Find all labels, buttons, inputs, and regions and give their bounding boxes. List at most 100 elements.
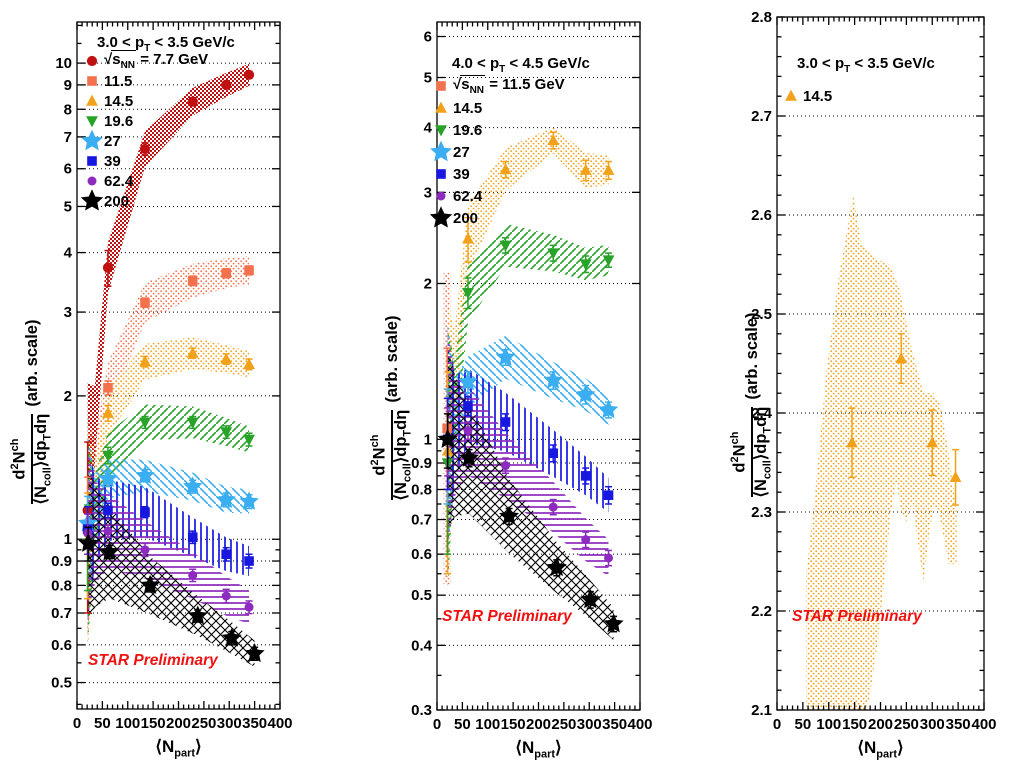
- svg-text:300: 300: [920, 716, 945, 733]
- legend-entry-62.4: 62.4: [80, 171, 208, 191]
- svg-text:2.7: 2.7: [751, 108, 772, 125]
- star-marker-icon: [80, 189, 104, 211]
- legend-entry-14.5: 14.5: [779, 85, 832, 107]
- svg-text:100: 100: [816, 716, 841, 733]
- svg-text:200: 200: [166, 715, 191, 732]
- panel-2-plot: 0 50 100 150 200 250 300 350 400 2.1 2.2 2.3 2.4 2.5 2…: [751, 9, 996, 733]
- svg-text:4: 4: [424, 120, 433, 137]
- series-200-points: [78, 526, 265, 663]
- legend-entry-19.6: 19.6: [429, 119, 565, 141]
- svg-text:5: 5: [424, 69, 432, 86]
- svg-text:2.3: 2.3: [751, 504, 772, 521]
- series-14.5-band: [87, 337, 249, 649]
- square-marker-icon: [436, 169, 446, 179]
- legend-label: 14.5: [453, 99, 483, 117]
- svg-text:2.5: 2.5: [751, 306, 772, 323]
- svg-text:5: 5: [64, 198, 72, 215]
- series-14.5-band: [806, 195, 957, 710]
- panel-0-plot: 0 50 100 150 200 250 300 350 4000.50.60.70.80.91…: [51, 21, 293, 732]
- triangle-up-marker-icon: [785, 89, 797, 101]
- legend-entry-14.5: 14.5: [429, 97, 565, 119]
- circle-marker-icon: [86, 55, 98, 67]
- svg-text:0.4: 0.4: [411, 637, 433, 654]
- svg-text:0.5: 0.5: [51, 675, 72, 692]
- panel-2-data: [846, 333, 962, 506]
- svg-text:0.8: 0.8: [51, 577, 72, 594]
- square-marker-icon: [436, 81, 446, 91]
- svg-text:400: 400: [627, 716, 652, 733]
- svg-text:7: 7: [64, 129, 72, 146]
- series-200-band: [88, 466, 255, 667]
- panel-1-x-axis-title: ⟨Npart⟩: [515, 738, 562, 761]
- svg-text:8: 8: [64, 101, 72, 118]
- legend-label: √sNN = 11.5 GeV: [453, 74, 565, 96]
- panel-2-legend: 14.5: [779, 85, 832, 107]
- svg-text:400: 400: [971, 716, 996, 733]
- series-7.7-band: [87, 63, 249, 638]
- svg-text:2: 2: [424, 275, 432, 292]
- panel-2-y-axis-title: d2Nch ⟨Ncoll⟩dpTdη (arb. scale): [729, 312, 773, 498]
- svg-text:0.9: 0.9: [411, 455, 432, 472]
- legend-label: 39: [104, 152, 121, 170]
- circle-marker-icon: [436, 191, 446, 201]
- svg-text:0.9: 0.9: [51, 553, 72, 570]
- legend-entry-200: 200: [80, 189, 208, 211]
- panel-2-error-bands: [806, 195, 957, 710]
- panel-0-y-axis-title: d2Nch ⟨Ncoll⟩dpTdη (arb. scale): [9, 319, 53, 505]
- svg-text:1: 1: [424, 431, 432, 448]
- square-marker-icon: [87, 156, 97, 166]
- legend-entry-7.7: √sNN = 7.7 GeV: [80, 49, 208, 71]
- svg-text:9: 9: [64, 77, 72, 94]
- panel-0-tick-labels: 0 50 100 150 200 250 300 350 4000.50.60.70.80.91…: [51, 55, 292, 732]
- svg-text:150: 150: [842, 716, 867, 733]
- svg-text:350: 350: [602, 716, 627, 733]
- panel-0-ticks: [76, 22, 281, 709]
- svg-text:0.5: 0.5: [411, 587, 432, 604]
- svg-text:250: 250: [551, 716, 576, 733]
- triangle-up-marker-icon: [435, 101, 447, 113]
- svg-text:0: 0: [73, 715, 81, 732]
- svg-text:300: 300: [577, 716, 602, 733]
- legend-entry-62.4: 62.4: [429, 185, 565, 207]
- svg-text:350: 350: [242, 715, 267, 732]
- svg-text:150: 150: [501, 716, 526, 733]
- series-39-band: [87, 438, 249, 620]
- legend-entry-27: 27: [429, 140, 565, 163]
- series-200-points: [437, 413, 624, 633]
- panel-2-title: 3.0 < pT < 3.5 GeV/c: [797, 55, 935, 75]
- series-27-band: [87, 432, 249, 614]
- legend-label: 27: [453, 143, 470, 161]
- panel-2-ticks: [776, 16, 985, 711]
- legend-entry-11.5: √sNN = 11.5 GeV: [429, 74, 565, 97]
- svg-text:4: 4: [64, 245, 73, 262]
- svg-text:300: 300: [217, 715, 242, 732]
- svg-text:250: 250: [191, 715, 216, 732]
- panel-0-data: [77, 69, 265, 663]
- legend-label: 62.4: [104, 172, 134, 190]
- legend-label: 11.5: [104, 72, 133, 90]
- svg-text:100: 100: [115, 715, 140, 732]
- triangle-down-marker-icon: [86, 116, 98, 128]
- series-11.5-band: [87, 256, 249, 645]
- series-27-band: [447, 320, 609, 559]
- svg-text:250: 250: [894, 716, 919, 733]
- legend-label: 200: [104, 192, 130, 210]
- svg-text:0: 0: [433, 716, 441, 733]
- panel-1-title: 4.0 < pT < 4.5 GeV/c: [452, 55, 590, 75]
- series-19.6-points: [81, 415, 255, 592]
- svg-text:1: 1: [64, 531, 72, 548]
- panel-0-error-bands: [87, 63, 255, 667]
- series-62.4-band: [87, 449, 249, 624]
- triangle-up-marker-icon: [86, 94, 98, 106]
- series-14.5-band: [447, 127, 609, 596]
- svg-text:50: 50: [94, 715, 111, 732]
- legend-entry-19.6: 19.6: [80, 111, 208, 131]
- svg-text:0: 0: [773, 716, 781, 733]
- svg-text:2.2: 2.2: [751, 603, 772, 620]
- svg-text:0.3: 0.3: [411, 702, 432, 719]
- series-62.4-points: [83, 513, 254, 615]
- panel-2-x-axis-title: ⟨Npart⟩: [857, 738, 904, 761]
- legend-label: 62.4: [453, 187, 483, 205]
